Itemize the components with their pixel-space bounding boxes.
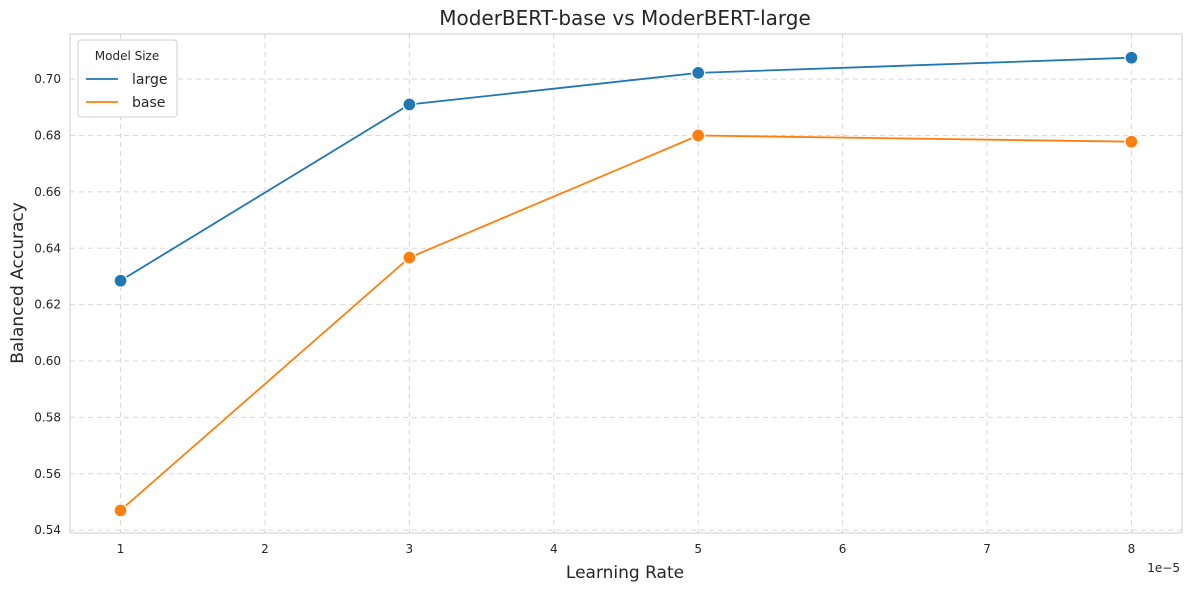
y-tick-label: 0.70 [34,72,61,86]
x-tick-label: 8 [1128,542,1136,556]
legend-label: base [132,95,165,111]
y-axis-label: Balanced Accuracy [8,202,28,364]
x-axis: 1 2 3 4 5 6 7 8 [117,542,1136,556]
series-large [113,50,1139,288]
x-tick-label: 7 [983,542,991,556]
legend-box [77,39,178,118]
y-tick-label: 0.54 [34,523,61,537]
data-point [691,65,706,81]
x-tick-label: 4 [550,542,558,556]
legend: Model Size large base [77,39,178,118]
legend-title: Model Size [95,49,159,63]
series-base [113,128,1139,518]
data-point [691,128,706,143]
y-tick-label: 0.62 [34,298,61,312]
data-point [113,503,128,518]
x-tick-label: 2 [261,542,269,556]
y-tick-label: 0.56 [34,467,61,481]
series [113,50,1139,518]
legend-label: large [132,72,167,88]
data-point [113,273,128,288]
x-tick-label: 3 [406,542,414,556]
series-line [120,56,1132,282]
y-tick-label: 0.58 [34,410,61,424]
plot-frame [69,33,1183,534]
data-point [402,250,417,265]
legend-items: large base [86,72,167,111]
x-multiplier-label: 1e−5 [1147,561,1180,575]
y-axis: 0.54 0.56 0.58 0.60 0.62 0.64 0.66 0.68 0.70 [34,72,61,537]
x-tick-label: 5 [694,542,702,556]
grid [70,34,1182,533]
series-line [119,134,1132,512]
y-tick-label: 0.64 [34,241,61,255]
x-tick-label: 6 [839,542,847,556]
y-tick-label: 0.60 [34,354,61,368]
x-tick-label: 1 [117,542,125,556]
chart-title: ModerBERT-base vs ModerBERT-large [439,6,811,30]
y-tick-label: 0.68 [34,128,61,142]
data-point [402,97,417,112]
data-point [1124,50,1139,65]
y-tick-label: 0.66 [34,185,61,199]
data-point [1124,134,1139,149]
x-axis-label: Learning Rate [566,563,684,583]
